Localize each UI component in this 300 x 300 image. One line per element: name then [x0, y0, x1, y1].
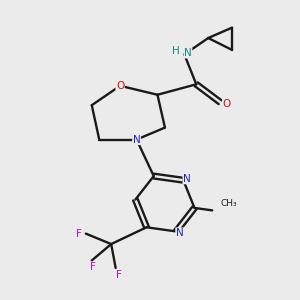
Text: H: H [172, 46, 180, 56]
Text: F: F [90, 262, 96, 272]
Text: N: N [176, 228, 184, 238]
Text: F: F [76, 229, 82, 238]
Text: CH₃: CH₃ [221, 199, 237, 208]
Text: O: O [116, 81, 124, 91]
Text: O: O [223, 99, 231, 109]
Text: N: N [184, 48, 192, 58]
Text: F: F [116, 269, 122, 280]
Text: N: N [183, 174, 191, 184]
Text: N: N [133, 134, 140, 145]
